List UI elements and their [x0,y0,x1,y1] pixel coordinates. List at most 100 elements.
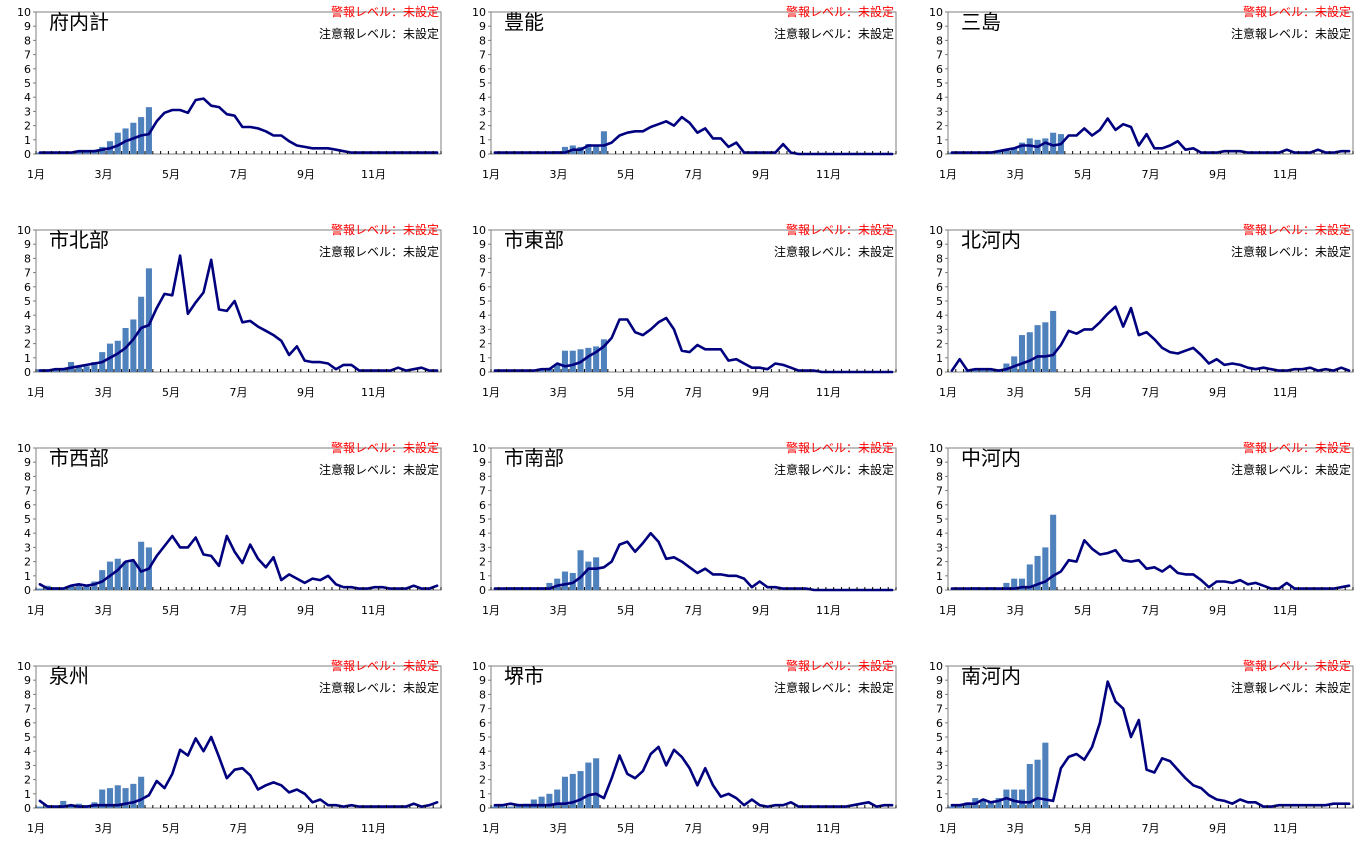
y-tick-label: 10 [17,6,31,19]
y-tick-label: 5 [24,513,31,526]
y-tick-label: 1 [936,788,943,801]
x-tick-label: 5月 [162,604,180,617]
bar [60,800,67,808]
bar [577,771,584,808]
y-tick-label: 0 [936,802,943,815]
chart-panel: 0 1 2 3 4 5 6 7 8 9 10 1月 3月 5月 7月 9月 11月 市西部 警報レベル：未設定 注意報… [0,436,453,644]
y-tick-label: 8 [479,688,486,701]
plot-area [947,665,1354,809]
bar [1050,514,1057,590]
bar [491,806,498,808]
y-tick-label: 6 [479,499,486,512]
x-tick-label: 1月 [482,168,500,181]
caution-level-label: 注意報レベル：未設定 [773,681,894,695]
plot-area [35,665,442,809]
y-tick-label: 6 [24,499,31,512]
y-tick-label: 1 [24,788,31,801]
y-tick-label: 9 [479,20,486,33]
bar [561,146,569,154]
y-tick-label: 6 [936,499,943,512]
y-tick-label: 2 [24,120,31,133]
x-tick-label: 11月 [361,822,386,835]
bar [538,796,545,808]
bar [515,805,522,808]
bar [995,798,1002,808]
y-tick-label: 4 [936,527,943,540]
warning-level-label: 警報レベル：未設定 [1242,441,1351,455]
bar [1003,149,1010,154]
x-tick-label: 3月 [95,604,113,617]
y-tick-label: 0 [24,148,31,161]
plot-area [947,229,1354,373]
region-label: 府内計 [49,10,109,34]
y-tick-label: 4 [936,309,943,322]
y-tick-label: 3 [479,541,486,554]
chart-grid: 0 1 2 3 4 5 6 7 8 9 10 1月 3月 5月 7月 9月 11月 府内計 警報レベル：未設定 注意報… [0,0,1354,835]
x-tick-label: 7月 [230,386,248,399]
warning-level-label: 警報レベル：未設定 [330,223,439,237]
x-tick-label: 7月 [685,822,703,835]
x-tick-label: 3月 [1007,822,1025,835]
y-tick-label: 9 [936,20,943,33]
plot-area [947,447,1354,591]
y-tick-label: 9 [479,456,486,469]
bar [1042,138,1049,154]
x-tick-label: 1月 [482,822,500,835]
warning-level-label: 警報レベル：未設定 [330,659,439,673]
bar [130,783,137,808]
y-tick-label: 7 [479,49,486,62]
y-tick-label: 3 [24,105,31,118]
bar [987,802,994,808]
y-tick-label: 5 [24,77,31,90]
chart-panel: 0 1 2 3 4 5 6 7 8 9 10 1月 3月 5月 7月 9月 11月 府内計 警報レベル：未設定 注意報… [0,0,453,208]
y-tick-label: 3 [479,759,486,772]
plot-area [490,11,897,155]
y-tick-label: 9 [936,456,943,469]
bar [1042,547,1049,590]
y-tick-label: 6 [24,63,31,76]
y-tick-label: 6 [24,281,31,294]
x-tick-label: 11月 [361,168,386,181]
x-tick-label: 1月 [939,386,957,399]
y-tick-label: 2 [936,556,943,569]
x-tick-label: 1月 [939,604,957,617]
caution-level-label: 注意報レベル：未設定 [318,463,439,477]
bar [1050,310,1057,372]
y-tick-label: 8 [24,34,31,47]
chart-panel: 0 1 2 3 4 5 6 7 8 9 10 1月 3月 5月 7月 9月 11月 市南部 警報レベル：未設定 注意報… [455,436,908,644]
bar [138,296,145,372]
bar [122,561,129,590]
bar [530,799,537,808]
x-tick-label: 5月 [617,822,635,835]
y-tick-label: 7 [936,267,943,280]
y-tick-label: 7 [479,267,486,280]
y-tick-label: 8 [479,34,486,47]
x-tick-label: 3月 [95,168,113,181]
caution-level-label: 注意報レベル：未設定 [1230,463,1351,477]
y-tick-label: 9 [24,20,31,33]
warning-level-label: 警報レベル：未設定 [785,441,894,455]
y-tick-label: 7 [479,703,486,716]
bar [75,584,82,590]
y-tick-label: 4 [479,745,486,758]
bar [1011,148,1018,154]
y-tick-label: 1 [936,134,943,147]
region-label: 中河内 [961,446,1021,470]
bar [106,788,114,808]
y-tick-label: 5 [479,731,486,744]
y-tick-label: 6 [936,717,943,730]
bar [1026,564,1033,590]
y-tick-label: 0 [24,802,31,815]
y-tick-label: 6 [479,717,486,730]
y-tick-label: 0 [479,366,486,379]
bar [987,370,994,372]
bar [1050,132,1057,154]
y-tick-label: 10 [929,6,943,19]
bar [561,350,569,372]
x-tick-label: 9月 [752,822,770,835]
x-tick-label: 11月 [816,168,841,181]
plot-area [947,11,1354,155]
bar [52,369,59,372]
x-tick-label: 11月 [816,386,841,399]
